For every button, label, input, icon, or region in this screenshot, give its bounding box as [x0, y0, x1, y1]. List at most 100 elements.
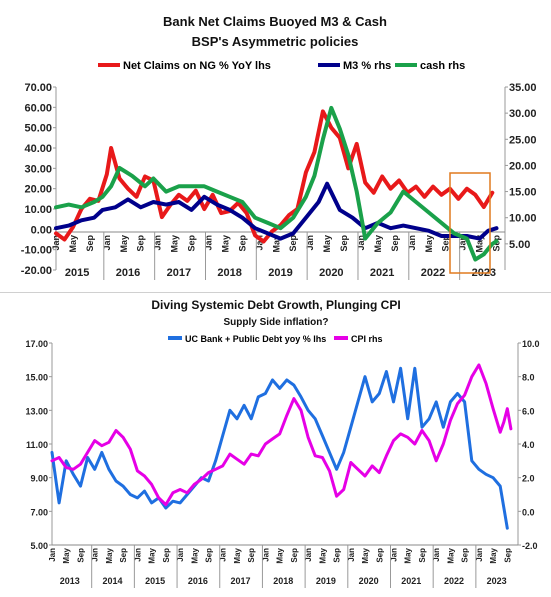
- x-month-label: Sep: [162, 548, 171, 563]
- y-tick-label-left: 0.00: [31, 224, 52, 236]
- y-tick-label-right: 15.00: [509, 187, 537, 199]
- x-year-label: 2021: [370, 267, 394, 279]
- x-year-label: 2014: [102, 576, 122, 586]
- highlight-box-2023: [450, 173, 490, 273]
- x-month-label: May: [148, 547, 157, 563]
- y-tick-label-left: 11.00: [26, 440, 48, 450]
- y-tick-label-left: 10.00: [24, 204, 52, 216]
- x-month-label: May: [233, 547, 242, 563]
- chart-bottom-svg: Diving Systemic Debt Growth, Plunging CP…: [0, 293, 551, 597]
- x-year-label: 2015: [65, 267, 89, 279]
- y-tick-label-right: 5.00: [509, 239, 530, 251]
- y-tick-label-left: 40.00: [24, 143, 52, 155]
- x-year-label: 2018: [273, 576, 293, 586]
- x-year-label: 2013: [60, 576, 80, 586]
- x-month-label: Sep: [119, 548, 128, 563]
- x-year-label: 2022: [421, 267, 445, 279]
- x-month-label: Sep: [85, 235, 95, 252]
- x-month-label: Sep: [503, 548, 512, 563]
- y-tick-label-left: 5.00: [30, 541, 48, 551]
- x-month-label: May: [373, 235, 383, 253]
- x-year-label: 2023: [487, 576, 507, 586]
- x-month-label: Sep: [237, 235, 247, 252]
- x-month-label: May: [190, 547, 199, 563]
- y-tick-label-right: 8.0: [522, 373, 535, 383]
- y-tick-label-right: 4.0: [522, 440, 535, 450]
- x-month-label: May: [220, 235, 230, 253]
- x-month-label: May: [489, 547, 498, 563]
- x-year-label: 2017: [167, 267, 191, 279]
- y-tick-label-left: 7.00: [30, 507, 48, 517]
- y-tick-label-right: 35.00: [509, 82, 537, 94]
- chart-title: Bank Net Claims Buoyed M3 & Cash: [163, 14, 387, 29]
- y-tick-label-left: 15.00: [25, 373, 48, 383]
- y-tick-label-left: 60.00: [24, 102, 52, 114]
- x-year-label: 2020: [359, 576, 379, 586]
- x-month-label: Sep: [76, 548, 85, 563]
- chart-bottom-debt-cpi: Diving Systemic Debt Growth, Plunging CP…: [0, 292, 551, 597]
- x-month-label: May: [404, 547, 413, 563]
- x-year-label: 2019: [268, 267, 292, 279]
- x-month-label: May: [424, 235, 434, 253]
- x-month-label: May: [318, 547, 327, 563]
- y-tick-label-right: 10.0: [522, 339, 540, 349]
- x-month-label: Sep: [339, 235, 349, 252]
- x-year-label: 2017: [231, 576, 251, 586]
- x-month-label: Sep: [205, 548, 214, 563]
- x-month-label: May: [105, 547, 114, 563]
- x-month-label: Sep: [247, 548, 256, 563]
- legend-entry: CPI rhs: [351, 334, 383, 344]
- x-month-label: Sep: [136, 235, 146, 252]
- x-month-label: Sep: [288, 235, 298, 252]
- x-month-label: May: [119, 235, 129, 253]
- x-month-label: May: [446, 547, 455, 563]
- x-year-label: 2016: [188, 576, 208, 586]
- x-year-label: 2022: [444, 576, 464, 586]
- y-tick-label-right: 6.0: [522, 406, 535, 416]
- chart-top-bank-net-claims: Bank Net Claims Buoyed M3 & Cash BSP's As…: [0, 0, 551, 292]
- legend-entry: M3 % rhs: [343, 60, 391, 72]
- y-tick-label-left: 70.00: [24, 82, 52, 94]
- y-tick-label-left: 20.00: [24, 184, 52, 196]
- x-month-label: May: [322, 235, 332, 253]
- y-tick-label-left: -10.00: [21, 245, 52, 257]
- legend-entry: UC Bank + Public Debt yoy % lhs: [185, 334, 326, 344]
- y-tick-label-left: 13.00: [25, 406, 48, 416]
- y-tick-label-left: 50.00: [24, 123, 52, 135]
- x-month-label: Jan: [48, 548, 57, 562]
- y-tick-label-right: 30.00: [509, 108, 537, 120]
- x-year-label: 2018: [217, 267, 241, 279]
- series-line: [52, 368, 507, 528]
- y-tick-label-right: 0.0: [522, 507, 535, 517]
- chart-top-svg: Bank Net Claims Buoyed M3 & Cash BSP's As…: [0, 0, 551, 292]
- y-tick-label-right: 20.00: [509, 160, 537, 172]
- y-tick-label-right: 10.00: [509, 213, 537, 225]
- x-month-label: May: [68, 235, 78, 253]
- x-month-label: Sep: [418, 548, 427, 563]
- x-month-label: Sep: [461, 548, 470, 563]
- y-tick-label-left: 30.00: [24, 163, 52, 175]
- x-year-label: 2019: [316, 576, 336, 586]
- x-month-label: Sep: [187, 235, 197, 252]
- x-year-label: 2016: [116, 267, 140, 279]
- x-month-label: May: [276, 547, 285, 563]
- x-month-label: May: [170, 235, 180, 253]
- x-month-label: Sep: [375, 548, 384, 563]
- x-month-label: Sep: [333, 548, 342, 563]
- legend-entry: Net Claims on NG % YoY lhs: [123, 60, 271, 72]
- y-tick-label-left: -20.00: [21, 265, 52, 277]
- x-month-label: Sep: [290, 548, 299, 563]
- y-tick-label-right: 25.00: [509, 134, 537, 146]
- x-month-label: Sep: [390, 235, 400, 252]
- chart-subtitle: BSP's Asymmetric policies: [192, 34, 359, 49]
- chart-subtitle: Supply Side inflation?: [224, 317, 329, 328]
- x-month-label: May: [361, 547, 370, 563]
- chart-title: Diving Systemic Debt Growth, Plunging CP…: [151, 298, 400, 312]
- legend-entry: cash rhs: [420, 60, 465, 72]
- x-year-label: 2020: [319, 267, 343, 279]
- series-line: [56, 111, 492, 241]
- y-tick-label-right: -2.0: [522, 541, 538, 551]
- x-year-label: 2021: [401, 576, 421, 586]
- y-tick-label-left: 17.00: [25, 339, 48, 349]
- x-year-label: 2015: [145, 576, 165, 586]
